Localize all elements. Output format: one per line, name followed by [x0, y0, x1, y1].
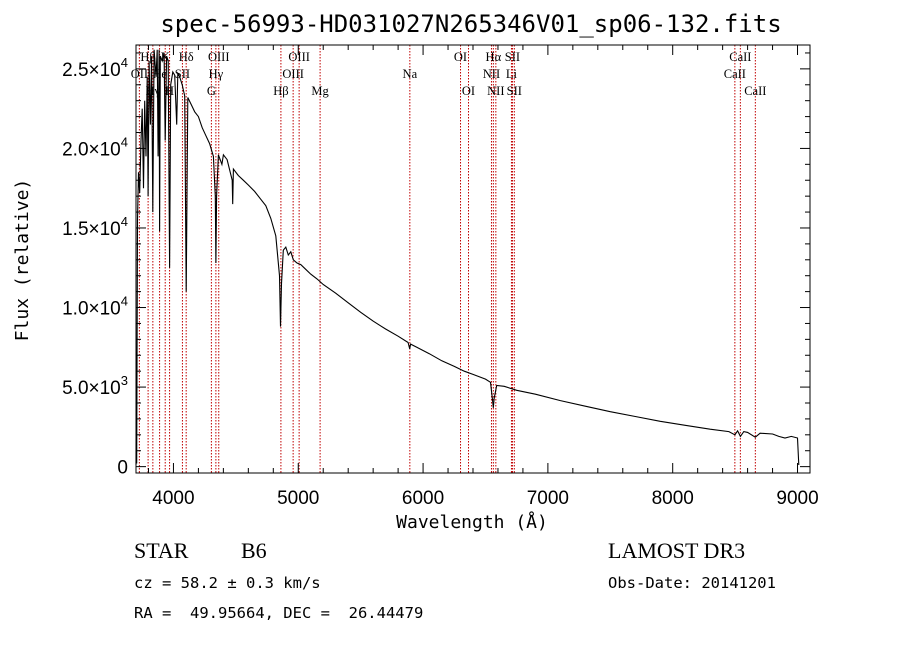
y-tick-label: 1.0×104 — [62, 294, 128, 320]
coordinates: RA = 49.95664, DEC = 26.44479 — [134, 604, 424, 622]
y-tick-exponent: 4 — [121, 55, 128, 70]
y-tick-label: 2.0×104 — [62, 134, 128, 160]
survey-name: LAMOST DR3 — [608, 538, 746, 563]
y-tick-mantissa: 2.5×10 — [62, 60, 121, 81]
spectral-line-markers — [138, 45, 756, 473]
spectral-line-label: NII — [487, 84, 504, 98]
y-tick-mantissa: 0 — [117, 458, 128, 479]
y-tick-label: 2.5×104 — [62, 55, 128, 81]
y-tick-exponent: 3 — [121, 373, 128, 388]
spectral-line-label: OIII — [208, 50, 230, 64]
spectral-line-label: OIII — [282, 67, 304, 81]
spectral-line-label: Li — [506, 67, 518, 81]
spectral-line-label: OII — [131, 67, 148, 81]
x-tick-label: 6000 — [402, 488, 444, 509]
spectral-line-label: Hδ — [179, 50, 194, 64]
spectrum-series-line — [135, 49, 800, 466]
y-tick-exponent: 4 — [121, 294, 128, 309]
spectral-line-label: CaII — [729, 50, 751, 64]
x-tick-label: 5000 — [277, 488, 319, 509]
observation-date: Obs-Date: 20141201 — [608, 574, 776, 592]
spectral-line-label: Hβ — [273, 84, 288, 98]
y-tick-mantissa: 5.0×10 — [62, 378, 121, 399]
y-tick-exponent: 4 — [121, 214, 128, 229]
y-tick-mantissa: 2.0×10 — [62, 139, 121, 160]
x-tick-label: 4000 — [152, 488, 194, 509]
spectral-line-labels: HβOIIHγHeKHSIIHδGHγOIIIHβOIIIOIIIMgNaOIO… — [131, 50, 767, 98]
x-tick-label: 9000 — [776, 488, 818, 509]
spectral-line-label: OIII — [288, 50, 310, 64]
y-tick-mantissa: 1.5×10 — [62, 219, 121, 240]
object-subclass: B6 — [241, 538, 267, 563]
y-tick-exponent: 4 — [121, 134, 128, 149]
x-tick-label: 7000 — [527, 488, 569, 509]
y-tick-label: 0 — [117, 458, 128, 479]
spectral-line-label: K — [161, 50, 170, 64]
redshift-value: cz = 58.2 ± 0.3 km/s — [134, 574, 321, 592]
x-axis-ticks: 4000 5000 6000 7000 8000 9000 — [147, 45, 819, 509]
spectral-line-label: OI — [462, 84, 475, 98]
x-axis-label: Wavelength (Å) — [396, 511, 548, 533]
x-tick-label: 8000 — [652, 488, 694, 509]
spectral-line-label: G — [207, 84, 216, 98]
y-tick-label: 1.5×104 — [62, 214, 128, 240]
spectral-line-label: Na — [403, 67, 418, 81]
spectral-line-label: Mg — [311, 84, 329, 98]
spectral-line-label: OI — [454, 50, 467, 64]
plot-frame — [135, 44, 811, 474]
spectral-line-label: SII — [175, 67, 190, 81]
spectral-line-label: H — [165, 84, 174, 98]
spectral-line-label: NII — [483, 67, 500, 81]
spectral-line-label: SII — [505, 50, 520, 64]
y-tick-mantissa: 1.0×10 — [62, 299, 121, 320]
spectral-line-label: CaII — [744, 84, 766, 98]
spectral-line-label: SII — [507, 84, 522, 98]
y-axis-label: Flux (relative) — [12, 179, 33, 342]
y-tick-label: 5.0×103 — [62, 373, 128, 399]
object-class: STAR — [134, 538, 189, 563]
spectral-line-label: Hγ — [209, 67, 224, 81]
spectral-line-label: Hα — [486, 50, 502, 64]
spectral-line-label: CaII — [724, 67, 746, 81]
chart-title: spec-56993-HD031027N265346V01_sp06-132.f… — [160, 10, 781, 38]
